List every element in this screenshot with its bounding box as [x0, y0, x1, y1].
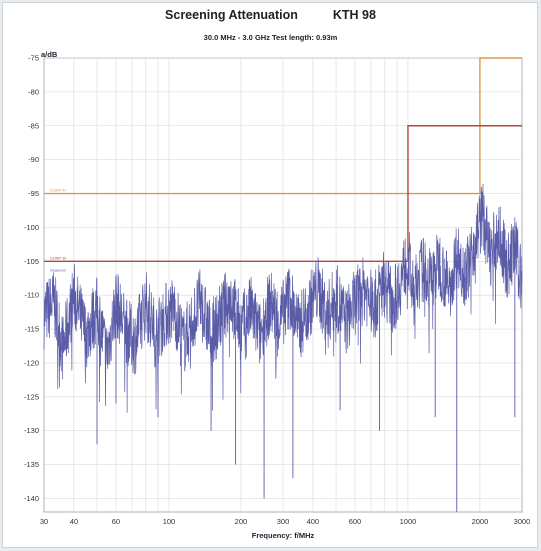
y-tick-label: -110 [25, 291, 39, 300]
y-tick-label: -140 [24, 494, 39, 503]
y-tick-label: -120 [24, 358, 39, 367]
x-tick-label: 2000 [472, 517, 489, 526]
y-tick-label: -105 [24, 257, 39, 266]
trace-marker-label: measured [50, 268, 66, 272]
title-text: Screening Attenuation [165, 8, 298, 22]
y-tick-label: -125 [24, 392, 39, 401]
y-tick-label: -90 [28, 155, 39, 164]
y-tick-label: -115 [25, 325, 39, 334]
limit-label: GLIMIT B= [50, 256, 67, 260]
x-axis-label: Frequency: f/MHz [252, 531, 315, 540]
limit-line [44, 125, 522, 262]
x-tick-label: 200 [235, 517, 248, 526]
y-tick-label: -95 [28, 189, 39, 198]
chart-subtitle: 30.0 MHz - 3.0 GHz Test length: 0.93m [203, 33, 338, 42]
tick-labels: -75 -80 -85 -90 -95 -100 -105 -110 -115 -120 -125 -… [24, 54, 530, 527]
y-tick-label: -135 [24, 460, 39, 469]
trace-group [43, 183, 523, 512]
x-tick-label: 1000 [400, 517, 417, 526]
x-tick-label: 100 [163, 517, 176, 526]
x-tick-label: 30 [40, 517, 48, 526]
limit-lines: GLIMIT A= GLIMIT B= measured [44, 57, 522, 272]
title-code: KTH 98 [332, 8, 376, 22]
x-tick-label: 40 [70, 517, 78, 526]
y-tick-label: -75 [28, 54, 39, 63]
x-tick-label: 60 [112, 517, 120, 526]
y-axis-label: a/dB [41, 50, 58, 59]
chart-title: Screening Attenuation KTH 98 [0, 8, 541, 22]
x-tick-label: 600 [349, 517, 362, 526]
y-tick-label: -85 [28, 121, 39, 130]
x-tick-label: 400 [307, 517, 320, 526]
y-tick-label: -100 [24, 223, 39, 232]
y-tick-label: -80 [28, 87, 39, 96]
measurement-trace [43, 183, 523, 413]
y-tick-label: -130 [24, 426, 39, 435]
limit-line [44, 57, 522, 195]
x-tick-label: 3000 [514, 517, 531, 526]
x-tick-label: 300 [277, 517, 290, 526]
limit-label: GLIMIT A= [50, 189, 67, 193]
